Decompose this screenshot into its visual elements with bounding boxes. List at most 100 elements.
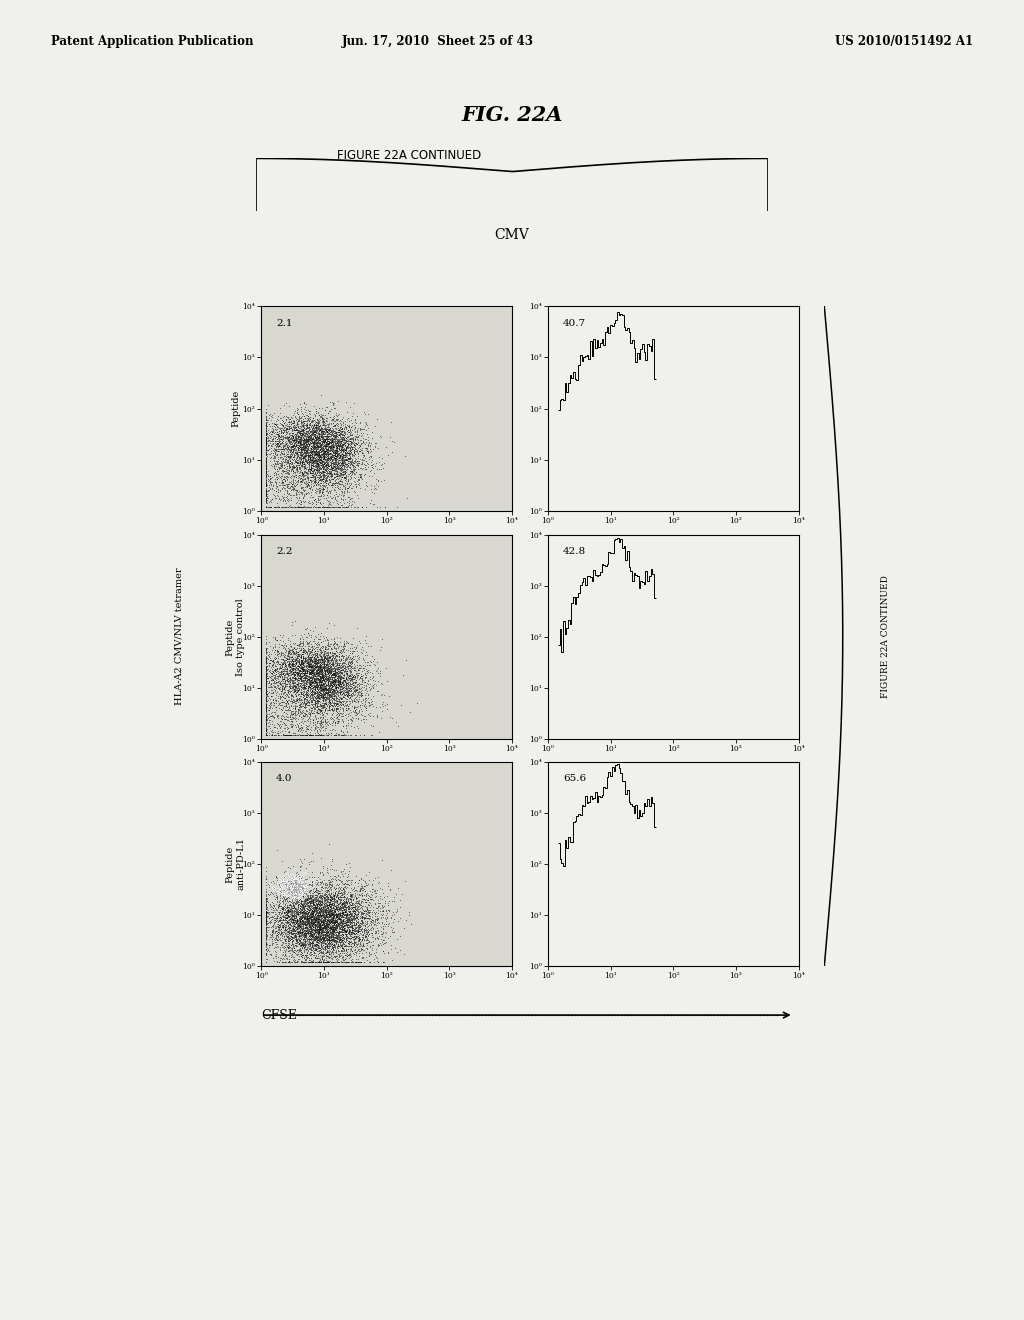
Point bbox=[332, 917, 348, 939]
Point bbox=[326, 902, 342, 923]
Point bbox=[308, 444, 325, 465]
Point bbox=[280, 884, 296, 906]
Point bbox=[334, 408, 350, 429]
Point bbox=[294, 454, 310, 475]
Point bbox=[332, 920, 348, 941]
Point bbox=[294, 899, 310, 920]
Point bbox=[319, 457, 336, 478]
Point bbox=[341, 668, 357, 689]
Point bbox=[333, 449, 349, 470]
Point bbox=[302, 668, 318, 689]
Point bbox=[308, 455, 325, 477]
Point bbox=[283, 873, 299, 894]
Text: CFSE: CFSE bbox=[261, 1008, 297, 1022]
Point bbox=[307, 952, 324, 973]
Point bbox=[300, 887, 316, 908]
Point bbox=[302, 407, 318, 428]
Point bbox=[345, 432, 361, 453]
Point bbox=[315, 465, 332, 486]
Point bbox=[322, 664, 338, 685]
Point bbox=[344, 461, 360, 482]
Point bbox=[295, 487, 311, 508]
Point bbox=[325, 408, 341, 429]
Point bbox=[368, 939, 384, 960]
Point bbox=[333, 642, 349, 663]
Point bbox=[348, 920, 365, 941]
Point bbox=[336, 634, 352, 655]
Point bbox=[324, 704, 340, 725]
Point bbox=[289, 652, 305, 673]
Point bbox=[322, 929, 338, 950]
Point bbox=[289, 412, 305, 433]
Point bbox=[293, 675, 309, 696]
Point bbox=[328, 911, 344, 932]
Point bbox=[323, 685, 339, 706]
Point bbox=[284, 909, 300, 931]
Point bbox=[333, 907, 349, 928]
Point bbox=[278, 874, 294, 895]
Point bbox=[306, 466, 323, 487]
Point bbox=[332, 665, 348, 686]
Point bbox=[309, 652, 326, 673]
Point bbox=[358, 902, 375, 923]
Point bbox=[285, 430, 301, 451]
Point bbox=[318, 425, 335, 446]
Point bbox=[294, 669, 310, 690]
Point bbox=[317, 475, 334, 496]
Point bbox=[258, 945, 274, 966]
Point bbox=[286, 467, 302, 488]
Point bbox=[312, 434, 329, 455]
Point bbox=[292, 882, 308, 903]
Point bbox=[309, 653, 326, 675]
Point bbox=[330, 671, 346, 692]
Point bbox=[275, 425, 292, 446]
Point bbox=[258, 892, 274, 913]
Point bbox=[303, 936, 319, 957]
Point bbox=[258, 882, 274, 903]
Point bbox=[258, 416, 274, 437]
Point bbox=[272, 422, 289, 444]
Point bbox=[272, 688, 289, 709]
Point bbox=[338, 940, 354, 961]
Point bbox=[353, 450, 370, 471]
Point bbox=[304, 919, 321, 940]
Point bbox=[268, 924, 285, 945]
Point bbox=[285, 461, 301, 482]
Point bbox=[262, 667, 279, 688]
Point bbox=[321, 418, 337, 440]
Point bbox=[266, 676, 283, 697]
Point bbox=[322, 428, 338, 449]
Point bbox=[317, 936, 334, 957]
Point bbox=[342, 474, 358, 495]
Point bbox=[301, 668, 317, 689]
Point bbox=[295, 676, 311, 697]
Point bbox=[324, 921, 340, 942]
Point bbox=[340, 932, 356, 953]
Point bbox=[306, 647, 323, 668]
Point bbox=[370, 890, 386, 911]
Point bbox=[316, 465, 333, 486]
Point bbox=[285, 915, 301, 936]
Point bbox=[325, 920, 341, 941]
Point bbox=[334, 940, 350, 961]
Point bbox=[299, 648, 315, 669]
Point bbox=[273, 429, 290, 450]
Point bbox=[332, 671, 348, 692]
Point bbox=[285, 660, 301, 681]
Point bbox=[307, 442, 324, 463]
Point bbox=[346, 906, 362, 927]
Point bbox=[286, 436, 302, 457]
Point bbox=[269, 445, 286, 466]
Point bbox=[332, 440, 348, 461]
Point bbox=[306, 664, 323, 685]
Point bbox=[339, 896, 355, 917]
Point bbox=[305, 451, 322, 473]
Point bbox=[306, 432, 323, 453]
Point bbox=[340, 669, 356, 690]
Point bbox=[308, 952, 325, 973]
Point bbox=[336, 645, 352, 667]
Point bbox=[300, 652, 316, 673]
Point bbox=[323, 653, 339, 675]
Point bbox=[331, 656, 347, 677]
Point bbox=[335, 903, 351, 924]
